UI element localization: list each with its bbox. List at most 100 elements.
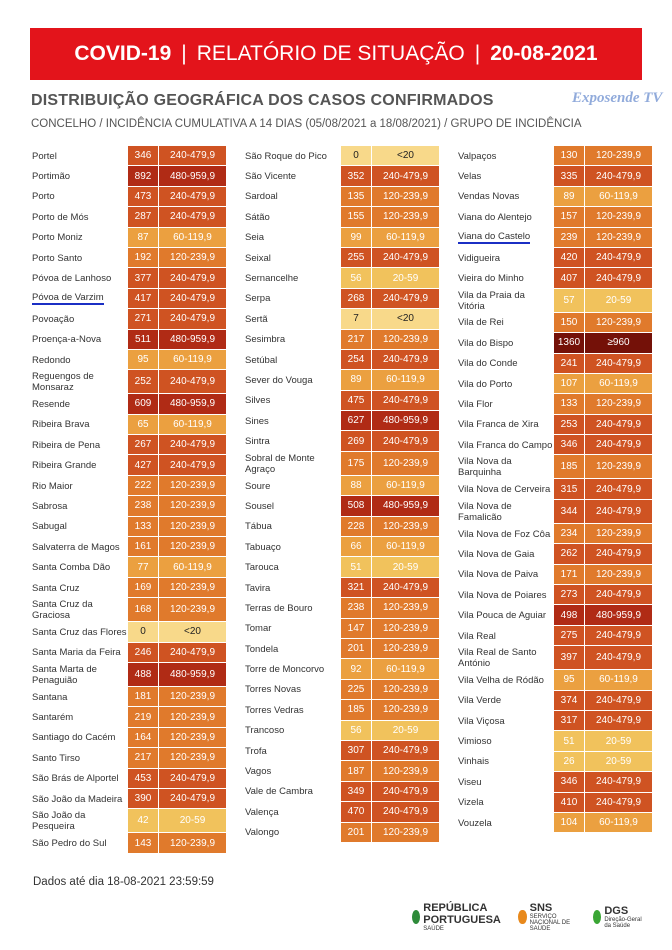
incidence-group: 240-479,9 — [585, 625, 652, 647]
incidence-value: 95 — [128, 349, 158, 371]
logo-icon — [593, 910, 602, 924]
table-row: Vila Nova de Cerveira 315 240-479,9 — [458, 479, 652, 500]
municipality-cell: Seia — [245, 228, 341, 248]
table-row: Santa Cruz da Graciosa 168 120-239,9 — [32, 598, 226, 623]
table-row: Santarém 219 120-239,9 — [32, 707, 226, 728]
municipality-cell: Vila Nova de Gaia — [458, 544, 554, 564]
municipality-name: Vizela — [458, 797, 484, 809]
incidence-group: 480-959,9 — [159, 662, 226, 687]
incidence-value: 511 — [128, 329, 158, 350]
table-row: Vila do Porto 107 60-119,9 — [458, 373, 652, 395]
incidence-group: 240-479,9 — [585, 792, 652, 813]
table-row: Vila do Conde 241 240-479,9 — [458, 353, 652, 374]
table-row: Póvoa de Lanhoso 377 240-479,9 — [32, 268, 226, 289]
incidence-value: 201 — [341, 822, 371, 843]
municipality-cell: Tarouca — [245, 557, 341, 577]
municipality-name: Portel — [32, 150, 57, 162]
incidence-value: 0 — [341, 146, 371, 167]
municipality-cell: São Vicente — [245, 166, 341, 186]
incidence-group: 60-119,9 — [159, 349, 226, 371]
municipality-name: Póvoa de Varzim — [32, 292, 104, 306]
incidence-value: 892 — [128, 166, 158, 187]
municipality-name: Reguengos de Monsaraz — [32, 371, 94, 394]
municipality-name: Sabugal — [32, 521, 67, 533]
incidence-group: 240-479,9 — [585, 414, 652, 436]
incidence-group: 240-479,9 — [585, 499, 652, 524]
municipality-name: Sesimbra — [245, 334, 286, 346]
municipality-cell: Santa Cruz das Flores — [32, 622, 128, 642]
incidence-group: 240-479,9 — [372, 781, 439, 803]
table-row: Vila Nova da Barquinha 185 120-239,9 — [458, 455, 652, 480]
table-row: Sardoal 135 120-239,9 — [245, 186, 439, 208]
table-row: Tarouca 51 20-59 — [245, 557, 439, 578]
incidence-value: 246 — [128, 642, 158, 663]
table-row: Sever do Vouga 89 60-119,9 — [245, 370, 439, 391]
table-row: Tomar 147 120-239,9 — [245, 618, 439, 639]
municipality-cell: Salvaterra de Magos — [32, 537, 128, 557]
incidence-group: 240-479,9 — [372, 577, 439, 599]
municipality-name: Ribeira Brava — [32, 419, 90, 431]
table-column: São Roque do Pico 0 <20 São Vicente 352 240-4… — [245, 146, 439, 843]
municipality-cell: Valpaços — [458, 146, 554, 166]
incidence-value: 99 — [341, 227, 371, 248]
title-part: | — [181, 42, 187, 65]
municipality-cell: Porto de Mós — [32, 207, 128, 227]
table-row: Santo Tirso 217 120-239,9 — [32, 748, 226, 769]
municipality-name: Vila Nova de Famalicão — [458, 500, 512, 523]
incidence-value: 407 — [554, 268, 584, 289]
incidence-value: 89 — [554, 186, 584, 208]
municipality-cell: Valongo — [245, 823, 341, 843]
incidence-value: 161 — [128, 537, 158, 558]
municipality-name: Seixal — [245, 252, 271, 264]
incidence-value: 219 — [128, 707, 158, 728]
incidence-value: 267 — [128, 435, 158, 456]
municipality-name: Terras de Bouro — [245, 602, 313, 614]
table-row: Viana do Alentejo 157 120-239,9 — [458, 207, 652, 228]
logo-sub: SERVIÇO NACIONAL DE SAÚDE — [529, 914, 571, 932]
incidence-value: 107 — [554, 373, 584, 395]
incidence-group: 480-959,9 — [585, 605, 652, 626]
incidence-value: 130 — [554, 146, 584, 167]
municipality-name: Santa Comba Dão — [32, 562, 111, 574]
incidence-value: 56 — [341, 720, 371, 741]
incidence-value: 473 — [128, 186, 158, 208]
table-row: Valongo 201 120-239,9 — [245, 822, 439, 843]
table-column: Valpaços 130 120-239,9 Velas 335 240-479,9 Ven… — [458, 146, 652, 834]
municipality-name: Vila Nova de Cerveira — [458, 484, 551, 496]
municipality-name: Setúbal — [245, 354, 278, 366]
municipality-name: Ribeira Grande — [32, 460, 97, 472]
incidence-value: 157 — [554, 207, 584, 228]
incidence-value: 273 — [554, 585, 584, 606]
municipality-name: Povoação — [32, 313, 75, 325]
table-row: Vila Viçosa 317 240-479,9 — [458, 710, 652, 732]
municipality-cell: Torres Novas — [245, 680, 341, 700]
incidence-value: 346 — [128, 146, 158, 167]
municipality-name: São João da Pesqueira — [32, 810, 86, 833]
incidence-value: 57 — [554, 288, 584, 313]
municipality-cell: Vila Real — [458, 626, 554, 646]
logo-sub: SAÚDE — [423, 926, 444, 932]
incidence-value: 181 — [128, 686, 158, 708]
incidence-group: 120-239,9 — [585, 227, 652, 248]
municipality-name: Vila Real — [458, 630, 496, 642]
municipality-name: Silves — [245, 395, 271, 407]
municipality-cell: Silves — [245, 391, 341, 411]
incidence-group: 120-239,9 — [585, 312, 652, 334]
municipality-cell: Porto — [32, 187, 128, 207]
incidence-group: 20-59 — [585, 288, 652, 313]
municipality-cell: Santana — [32, 687, 128, 707]
incidence-value: 168 — [128, 598, 158, 623]
table-row: Ribeira Grande 427 240-479,9 — [32, 455, 226, 476]
municipality-name: Vila Velha de Ródão — [458, 674, 544, 686]
incidence-group: ≥960 — [585, 333, 652, 354]
incidence-value: 92 — [341, 659, 371, 680]
municipality-cell: Sintra — [245, 431, 341, 451]
municipality-name: Vila Nova de Paiva — [458, 569, 539, 581]
incidence-group: 120-239,9 — [159, 537, 226, 558]
incidence-value: 87 — [128, 227, 158, 248]
municipality-cell: Vila Velha de Ródão — [458, 670, 554, 690]
logo: REPÚBLICA PORTUGUESA SAÚDE — [412, 902, 508, 932]
incidence-group: 120-239,9 — [159, 496, 226, 517]
incidence-group: <20 — [159, 622, 226, 643]
municipality-name: Vale de Cambra — [245, 786, 313, 798]
